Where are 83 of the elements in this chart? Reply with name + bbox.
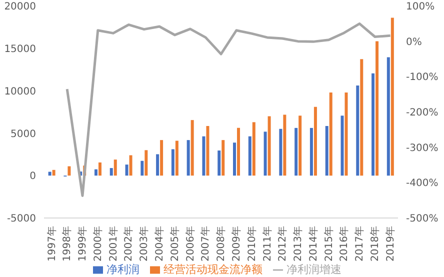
- x-tick-label: 2005年: [168, 226, 181, 262]
- bar: [171, 149, 174, 176]
- x-tick-label: 2006年: [184, 226, 196, 262]
- x-tick-label: 1999年: [76, 226, 89, 262]
- bar: [252, 122, 256, 176]
- bar: [264, 132, 267, 176]
- bar: [175, 140, 178, 176]
- x-tick-label: 2000年: [92, 226, 104, 262]
- bar: [160, 140, 164, 176]
- legend-label: 净利润: [106, 263, 140, 276]
- bar: [114, 160, 117, 176]
- x-tick-label: 2014年: [307, 226, 320, 262]
- bar: [248, 136, 252, 176]
- line-series: [66, 22, 392, 197]
- bar: [206, 126, 210, 176]
- x-tick-label: 2018年: [369, 226, 382, 262]
- bar: [110, 168, 113, 176]
- x-tick-label: 2002年: [122, 226, 135, 262]
- bar: [279, 128, 282, 176]
- y-tick-label: 0: [30, 171, 36, 182]
- bar: [190, 120, 194, 176]
- y2-tick-label: 100%: [406, 2, 435, 13]
- bar: [222, 140, 225, 176]
- bar: [294, 128, 298, 176]
- y2-tick-label: -300%: [406, 142, 438, 154]
- bar: [314, 106, 317, 176]
- legend-label: 净利润增速: [286, 263, 342, 276]
- x-tick-label: 2012年: [276, 226, 289, 262]
- bar: [310, 128, 313, 176]
- bar: [144, 150, 148, 176]
- bar: [52, 170, 56, 176]
- bar: [298, 116, 302, 176]
- x-tick-label: 1998年: [61, 226, 74, 262]
- bar: [325, 126, 328, 176]
- bar: [340, 116, 344, 176]
- bar: [98, 162, 102, 176]
- y-tick-label: 15000: [4, 44, 36, 55]
- bar: [233, 142, 236, 176]
- bar: [129, 155, 132, 176]
- bar: [372, 73, 375, 176]
- bar: [329, 92, 332, 176]
- bar: [356, 86, 360, 176]
- x-tick-label: 2009年: [230, 226, 242, 262]
- bar: [48, 172, 52, 176]
- x-tick-label: 2004年: [154, 226, 166, 262]
- x-tick-label: 2001年: [107, 226, 120, 262]
- x-tick-label: 2019年: [384, 226, 396, 262]
- bar: [237, 128, 240, 176]
- y-tick-label: -5000: [6, 214, 36, 225]
- y-tick-label: 20000: [4, 2, 36, 13]
- bar: [268, 116, 271, 176]
- bar: [283, 114, 286, 176]
- x-tick-label: 2016年: [338, 226, 350, 262]
- x-tick-label: 2017年: [354, 226, 366, 262]
- x-tick-label: 2007年: [200, 226, 212, 262]
- bar: [202, 136, 206, 176]
- x-tick-label: 2015年: [322, 226, 335, 262]
- x-tick-label: 2003年: [138, 226, 150, 262]
- bar: [68, 166, 71, 176]
- legend-label: 经营活动现金流净额: [164, 263, 262, 276]
- x-tick-label: 2011年: [261, 226, 274, 262]
- bar: [360, 59, 364, 176]
- x-tick-label: 2013年: [292, 226, 304, 262]
- bar: [390, 18, 394, 176]
- bar: [156, 154, 160, 176]
- bar: [344, 92, 348, 176]
- y2-tick-label: -200%: [406, 108, 438, 119]
- y-tick-label: 5000: [10, 128, 36, 140]
- bar: [140, 160, 144, 176]
- y2-tick-label: 0%: [406, 36, 422, 48]
- x-tick-label: 2010年: [246, 226, 258, 262]
- x-tick-label: 1997年: [46, 226, 58, 262]
- bar: [186, 140, 190, 176]
- x-tick-label: 2008年: [215, 226, 228, 262]
- y2-tick-label: -500%: [406, 214, 438, 225]
- bar: [94, 169, 98, 176]
- bar: [386, 57, 390, 176]
- bar: [376, 41, 379, 176]
- y-tick-label: 10000: [4, 86, 36, 98]
- y2-tick-label: -100%: [406, 72, 438, 84]
- bar: [125, 164, 128, 176]
- y2-tick-label: -400%: [406, 178, 438, 190]
- bar: [218, 150, 221, 176]
